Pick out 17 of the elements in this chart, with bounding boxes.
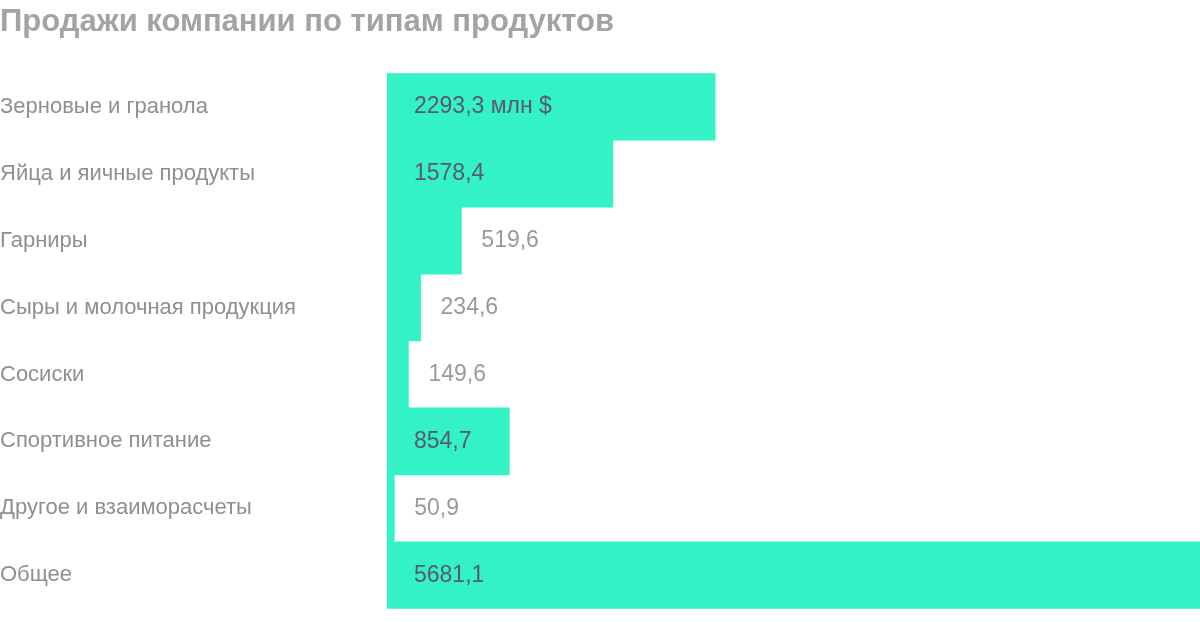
data-label: 2293,3 млн $ <box>414 92 553 119</box>
y-tick-label: Сосиски <box>0 360 85 386</box>
data-label: 234,6 <box>440 292 499 319</box>
y-tick-label: Яйца и яичные продукты <box>0 159 255 185</box>
y-tick-label: Другое и взаиморасчеты <box>0 494 252 520</box>
y-tick-label: Общее <box>0 561 73 587</box>
data-label: 149,6 <box>428 359 486 386</box>
y-tick-label: Зерновые и гранола <box>0 92 209 118</box>
data-label: 5681,1 <box>414 560 485 587</box>
y-tick-label: Спортивное питание <box>0 427 212 453</box>
y-tick-label: Гарниры <box>0 226 88 252</box>
y-tick-label: Сыры и молочная продукция <box>0 293 297 319</box>
data-label: 519,6 <box>481 225 539 252</box>
data-label: 1578,4 <box>414 158 485 185</box>
data-label: 854,7 <box>414 426 472 453</box>
data-label: 50,9 <box>414 493 460 520</box>
chart-title: Продажи компании по типам продуктов <box>0 3 615 39</box>
